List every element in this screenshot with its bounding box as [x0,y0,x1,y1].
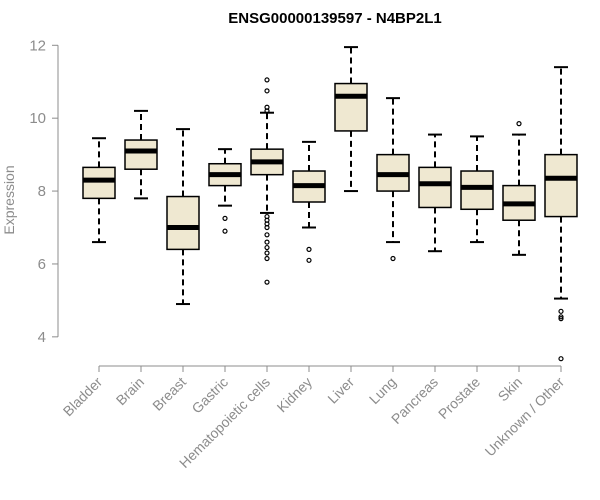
outlier-point [558,316,564,322]
boxes-layer [82,46,578,362]
outlier-point [264,232,270,238]
y-tick-label: 6 [38,256,46,273]
box-group [208,148,242,234]
box-group [502,121,536,256]
outlier-point [558,308,564,314]
x-tick-label: Prostate [435,374,483,422]
box-iqr [460,170,494,211]
outlier-point [306,257,312,263]
x-tick-label: Liver [324,374,357,407]
y-tick-label: 4 [38,329,46,346]
x-tick-label: Breast [149,374,189,414]
outlier-point [264,88,270,94]
chart-title: ENSG00000139597 - N4BP2L1 [228,10,441,27]
x-tick-label: Kidney [274,374,316,416]
x-tick-label: Skin [495,374,526,405]
box-iqr [166,195,200,251]
outlier-point [306,246,312,252]
outlier-point [264,250,270,256]
x-tick-label: Lung [366,374,399,407]
x-tick-label: Unknown / Other [482,374,568,460]
box-group [82,137,116,244]
box-iqr [334,82,368,132]
box-group [124,109,158,200]
box-iqr [82,166,116,200]
y-tick-label: 12 [29,37,46,54]
box-group [334,46,368,193]
outlier-point [264,77,270,83]
x-tick-label: Bladder [60,374,106,420]
outlier-point [264,279,270,285]
x-tick-label: Pancreas [388,374,441,427]
y-tick-label: 8 [38,183,46,200]
box-group [292,140,326,263]
y-axis-label: Expression [1,165,17,234]
y-tick-label: 10 [29,110,46,127]
outlier-point [558,356,564,362]
outlier-point [264,239,270,245]
x-tick-label: Brain [113,374,147,408]
outlier-point [516,121,522,127]
box-group [418,133,452,253]
box-group [460,135,494,244]
box-group [544,66,578,362]
outlier-point [222,215,228,221]
outlier-point [264,255,270,262]
box-group [376,97,410,262]
outlier-point [264,244,270,251]
outlier-point [390,255,396,262]
outlier-point [264,108,270,114]
box-iqr [124,139,158,170]
outlier-point [264,224,270,231]
y-axis: 4 6 8 10 12 [29,37,59,346]
box-iqr [418,166,452,209]
box-group [166,128,200,306]
box-group [250,77,284,285]
box-iqr [544,153,578,218]
outlier-point [222,228,228,234]
outlier-point [558,314,564,320]
